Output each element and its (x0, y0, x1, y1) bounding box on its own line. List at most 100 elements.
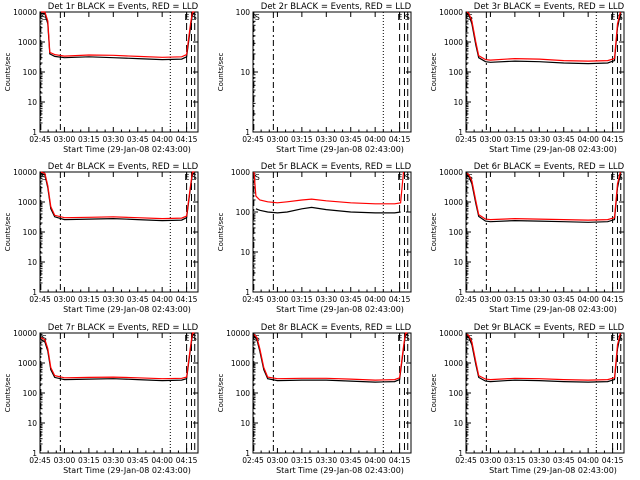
detector-panel-7: Det 7r BLACK = Events, RED = LLD Counts/s… (4, 323, 199, 475)
saa-marker-label: S (405, 13, 410, 22)
y-tick-label: 10 (453, 98, 463, 107)
y-tick-label: 1000 (231, 168, 250, 177)
y-tick-label: 100 (449, 389, 464, 398)
series-lld (253, 332, 408, 381)
x-tick-label: 04:15 (602, 295, 624, 304)
x-tick-label: 03:30 (315, 456, 337, 465)
panel-title: Det 8r BLACK = Events, RED = LLD (261, 323, 412, 333)
x-tick-label: 04:00 (577, 135, 599, 144)
x-tick-label: 04:00 (364, 135, 386, 144)
saa-marker-label: S (42, 334, 47, 343)
detector-panel-8: Det 8r BLACK = Events, RED = LLD Counts/s… (217, 323, 412, 475)
x-tick-label: 04:00 (364, 456, 386, 465)
saa-marker-label: S (192, 334, 197, 343)
y-tick-label: 10 (453, 258, 463, 267)
x-tick-label: 04:15 (176, 456, 198, 465)
x-tick-label: 04:00 (151, 295, 173, 304)
x-tick-label: 04:15 (176, 295, 198, 304)
y-tick-label: 10000 (13, 168, 37, 177)
y-tick-label: 10000 (439, 8, 463, 17)
x-tick-label: 04:15 (389, 295, 411, 304)
x-tick-label: 03:30 (528, 295, 550, 304)
plot-frame (465, 332, 625, 454)
series-lld (40, 332, 195, 380)
x-tick-label: 02:45 (242, 135, 264, 144)
x-tick-label: 04:00 (151, 456, 173, 465)
y-tick-label: 10 (453, 419, 463, 428)
y-tick-label: 1 (245, 128, 250, 137)
x-axis-label: Start Time (29-Jan-08 02:43:00) (63, 145, 191, 154)
y-tick-label: 10000 (226, 329, 250, 338)
series-lld (466, 332, 621, 381)
y-axis-label: Counts/sec (4, 374, 12, 413)
y-tick-label: 100 (236, 389, 251, 398)
y-tick-label: 100 (449, 68, 464, 77)
y-tick-label: 1 (32, 128, 37, 137)
x-axis-label: Start Time (29-Jan-08 02:43:00) (489, 145, 617, 154)
x-tick-label: 03:45 (553, 135, 575, 144)
panel-title: Det 1r BLACK = Events, RED = LLD (48, 2, 199, 12)
x-tick-label: 03:00 (54, 135, 76, 144)
x-tick-label: 04:15 (602, 456, 624, 465)
x-tick-label: 03:15 (78, 456, 100, 465)
x-tick-label: 03:15 (504, 135, 526, 144)
y-axis-label: Counts/sec (217, 53, 225, 92)
y-tick-label: 10 (240, 68, 250, 77)
y-tick-label: 1 (245, 449, 250, 458)
x-axis-label: Start Time (29-Jan-08 02:43:00) (489, 466, 617, 475)
x-tick-label: 03:45 (127, 456, 149, 465)
panel-title: Det 4r BLACK = Events, RED = LLD (48, 162, 199, 172)
x-tick-label: 03:45 (340, 295, 362, 304)
x-tick-label: 03:15 (78, 135, 100, 144)
x-tick-label: 02:45 (242, 295, 264, 304)
y-tick-label: 10 (240, 248, 250, 257)
saa-marker-label: S (405, 173, 410, 182)
saa-marker-label: S (255, 173, 260, 182)
y-tick-label: 1000 (18, 359, 37, 368)
x-tick-label: 03:00 (267, 135, 289, 144)
x-tick-label: 02:45 (29, 456, 51, 465)
x-axis-label: Start Time (29-Jan-08 02:43:00) (63, 305, 191, 314)
x-tick-label: 03:30 (315, 135, 337, 144)
saa-marker-label: E (397, 13, 402, 22)
saa-marker-label: E (184, 13, 189, 22)
x-tick-label: 02:45 (455, 295, 477, 304)
x-tick-label: 03:00 (54, 295, 76, 304)
series-lld (253, 171, 405, 205)
y-tick-label: 1000 (444, 38, 463, 47)
panel-title: Det 5r BLACK = Events, RED = LLD (261, 162, 412, 172)
panel-title: Det 6r BLACK = Events, RED = LLD (474, 162, 625, 172)
y-tick-label: 1000 (444, 198, 463, 207)
saa-marker-label: S (192, 173, 197, 182)
saa-marker-label: S (42, 173, 47, 182)
x-tick-label: 03:15 (504, 456, 526, 465)
series-lld (466, 171, 621, 221)
y-tick-label: 1 (245, 288, 250, 297)
x-tick-label: 04:00 (151, 135, 173, 144)
x-tick-label: 02:45 (455, 135, 477, 144)
x-tick-label: 03:00 (54, 456, 76, 465)
x-tick-label: 03:30 (528, 456, 550, 465)
x-axis-label: Start Time (29-Jan-08 02:43:00) (276, 145, 404, 154)
panel-title: Det 2r BLACK = Events, RED = LLD (261, 2, 412, 12)
x-tick-label: 03:45 (127, 135, 149, 144)
x-tick-label: 04:00 (577, 456, 599, 465)
series-events (466, 173, 621, 223)
x-axis-label: Start Time (29-Jan-08 02:43:00) (276, 466, 404, 475)
series-events (253, 333, 408, 383)
plot-frame (252, 171, 412, 293)
series-events (466, 12, 621, 65)
series-lld (466, 11, 621, 62)
y-axis-label: Counts/sec (4, 213, 12, 252)
panel-title: Det 7r BLACK = Events, RED = LLD (48, 323, 199, 333)
detector-panel-6: Det 6r BLACK = Events, RED = LLD Counts/s… (430, 162, 625, 314)
y-tick-label: 100 (23, 68, 38, 77)
series-events (466, 334, 621, 383)
y-tick-label: 1000 (18, 38, 37, 47)
y-tick-label: 1000 (18, 198, 37, 207)
saa-marker-label: E (397, 173, 402, 182)
x-tick-label: 03:30 (315, 295, 337, 304)
y-tick-label: 10 (27, 419, 37, 428)
saa-marker-label: S (405, 334, 410, 343)
